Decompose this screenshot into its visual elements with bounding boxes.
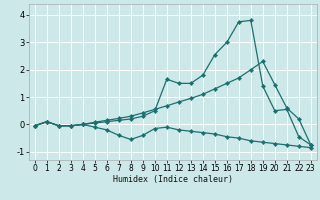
X-axis label: Humidex (Indice chaleur): Humidex (Indice chaleur)	[113, 175, 233, 184]
